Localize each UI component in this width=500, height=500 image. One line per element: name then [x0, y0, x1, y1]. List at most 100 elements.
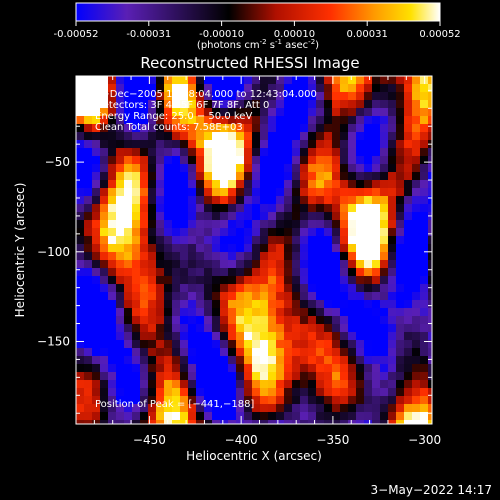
heatmap-cell	[412, 132, 421, 141]
heatmap-cell	[428, 388, 432, 397]
heatmap-cell	[276, 204, 285, 213]
heatmap-cell	[348, 252, 357, 261]
heatmap-cell	[380, 244, 389, 253]
heatmap-cell	[252, 92, 261, 101]
heatmap-cell	[308, 196, 317, 205]
heatmap-cell	[380, 76, 389, 85]
heatmap-cell	[244, 380, 253, 389]
heatmap-cell	[172, 164, 181, 173]
heatmap-cell	[308, 332, 317, 341]
heatmap-cell	[284, 316, 293, 325]
heatmap-cell	[164, 348, 173, 357]
heatmap-cell	[156, 100, 165, 109]
heatmap-cell	[116, 420, 125, 424]
heatmap-cell	[396, 292, 405, 301]
heatmap-cell	[212, 212, 221, 221]
heatmap-cell	[340, 196, 349, 205]
heatmap-cell	[308, 76, 317, 85]
heatmap-cell	[420, 132, 429, 141]
heatmap-cell	[404, 116, 413, 125]
heatmap-cell	[148, 388, 157, 397]
heatmap-cell	[412, 228, 421, 237]
heatmap-cell	[204, 124, 213, 133]
heatmap-cell	[324, 140, 333, 149]
heatmap-cell	[140, 276, 149, 285]
heatmap-cell	[348, 364, 357, 373]
heatmap-cell	[236, 300, 245, 309]
heatmap-cell	[292, 380, 301, 389]
heatmap-cell	[132, 196, 141, 205]
heatmap-cell	[116, 340, 125, 349]
heatmap-cell	[372, 92, 381, 101]
heatmap-cell	[204, 284, 213, 293]
heatmap-cell	[412, 236, 421, 245]
heatmap-cell	[164, 116, 173, 125]
heatmap-cell	[132, 236, 141, 245]
heatmap-cell	[428, 132, 432, 141]
heatmap-cell	[252, 180, 261, 189]
heatmap-cell	[100, 252, 109, 261]
heatmap-cell	[132, 276, 141, 285]
heatmap-cell	[284, 196, 293, 205]
heatmap-cell	[428, 276, 432, 285]
heatmap-cell	[260, 284, 269, 293]
heatmap-cell	[316, 132, 325, 141]
heatmap-cell	[268, 92, 277, 101]
heatmap-cell	[260, 212, 269, 221]
heatmap-cell	[340, 292, 349, 301]
heatmap-cell	[268, 220, 277, 229]
heatmap-cell	[284, 324, 293, 333]
heatmap-cell	[276, 364, 285, 373]
heatmap-cell	[412, 412, 421, 421]
heatmap-cell	[372, 180, 381, 189]
heatmap-cell	[316, 196, 325, 205]
heatmap-cell	[300, 196, 309, 205]
heatmap-cell	[332, 228, 341, 237]
heatmap-cell	[204, 380, 213, 389]
heatmap-cell	[220, 188, 229, 197]
heatmap-cell	[308, 316, 317, 325]
heatmap-cell	[380, 236, 389, 245]
heatmap-cell	[260, 412, 269, 421]
heatmap-cell	[124, 260, 133, 269]
heatmap-cell	[228, 212, 237, 221]
heatmap-cell	[92, 124, 101, 133]
heatmap-cell	[108, 140, 117, 149]
heatmap-cell	[364, 212, 373, 221]
heatmap-cell	[316, 92, 325, 101]
heatmap-cell	[116, 196, 125, 205]
heatmap-cell	[316, 180, 325, 189]
heatmap-cell	[148, 116, 157, 125]
heatmap-cell	[124, 148, 133, 157]
heatmap-cell	[380, 116, 389, 125]
heatmap-cell	[420, 356, 429, 365]
heatmap-cell	[300, 292, 309, 301]
heatmap-cell	[180, 260, 189, 269]
heatmap-cell	[292, 364, 301, 373]
heatmap-cell	[412, 252, 421, 261]
heatmap-cell	[276, 196, 285, 205]
heatmap-cell	[388, 196, 397, 205]
heatmap-cell	[228, 324, 237, 333]
heatmap-cell	[92, 188, 101, 197]
heatmap-cell	[292, 308, 301, 317]
heatmap-cell	[284, 356, 293, 365]
heatmap-cell	[140, 188, 149, 197]
heatmap-cell	[84, 388, 93, 397]
heatmap-cell	[188, 156, 197, 165]
heatmap-cell	[84, 100, 93, 109]
heatmap-cell	[284, 332, 293, 341]
heatmap-cell	[276, 180, 285, 189]
heatmap-cell	[244, 308, 253, 317]
heatmap-cell	[340, 252, 349, 261]
heatmap-cell	[108, 156, 117, 165]
heatmap-cell	[188, 260, 197, 269]
heatmap-cell	[292, 284, 301, 293]
heatmap-cell	[420, 140, 429, 149]
heatmap-cell	[364, 396, 373, 405]
heatmap-cell	[140, 100, 149, 109]
heatmap-cell	[148, 196, 157, 205]
heatmap-cell	[276, 268, 285, 277]
heatmap-cell	[380, 412, 389, 421]
heatmap-cell	[260, 100, 269, 109]
